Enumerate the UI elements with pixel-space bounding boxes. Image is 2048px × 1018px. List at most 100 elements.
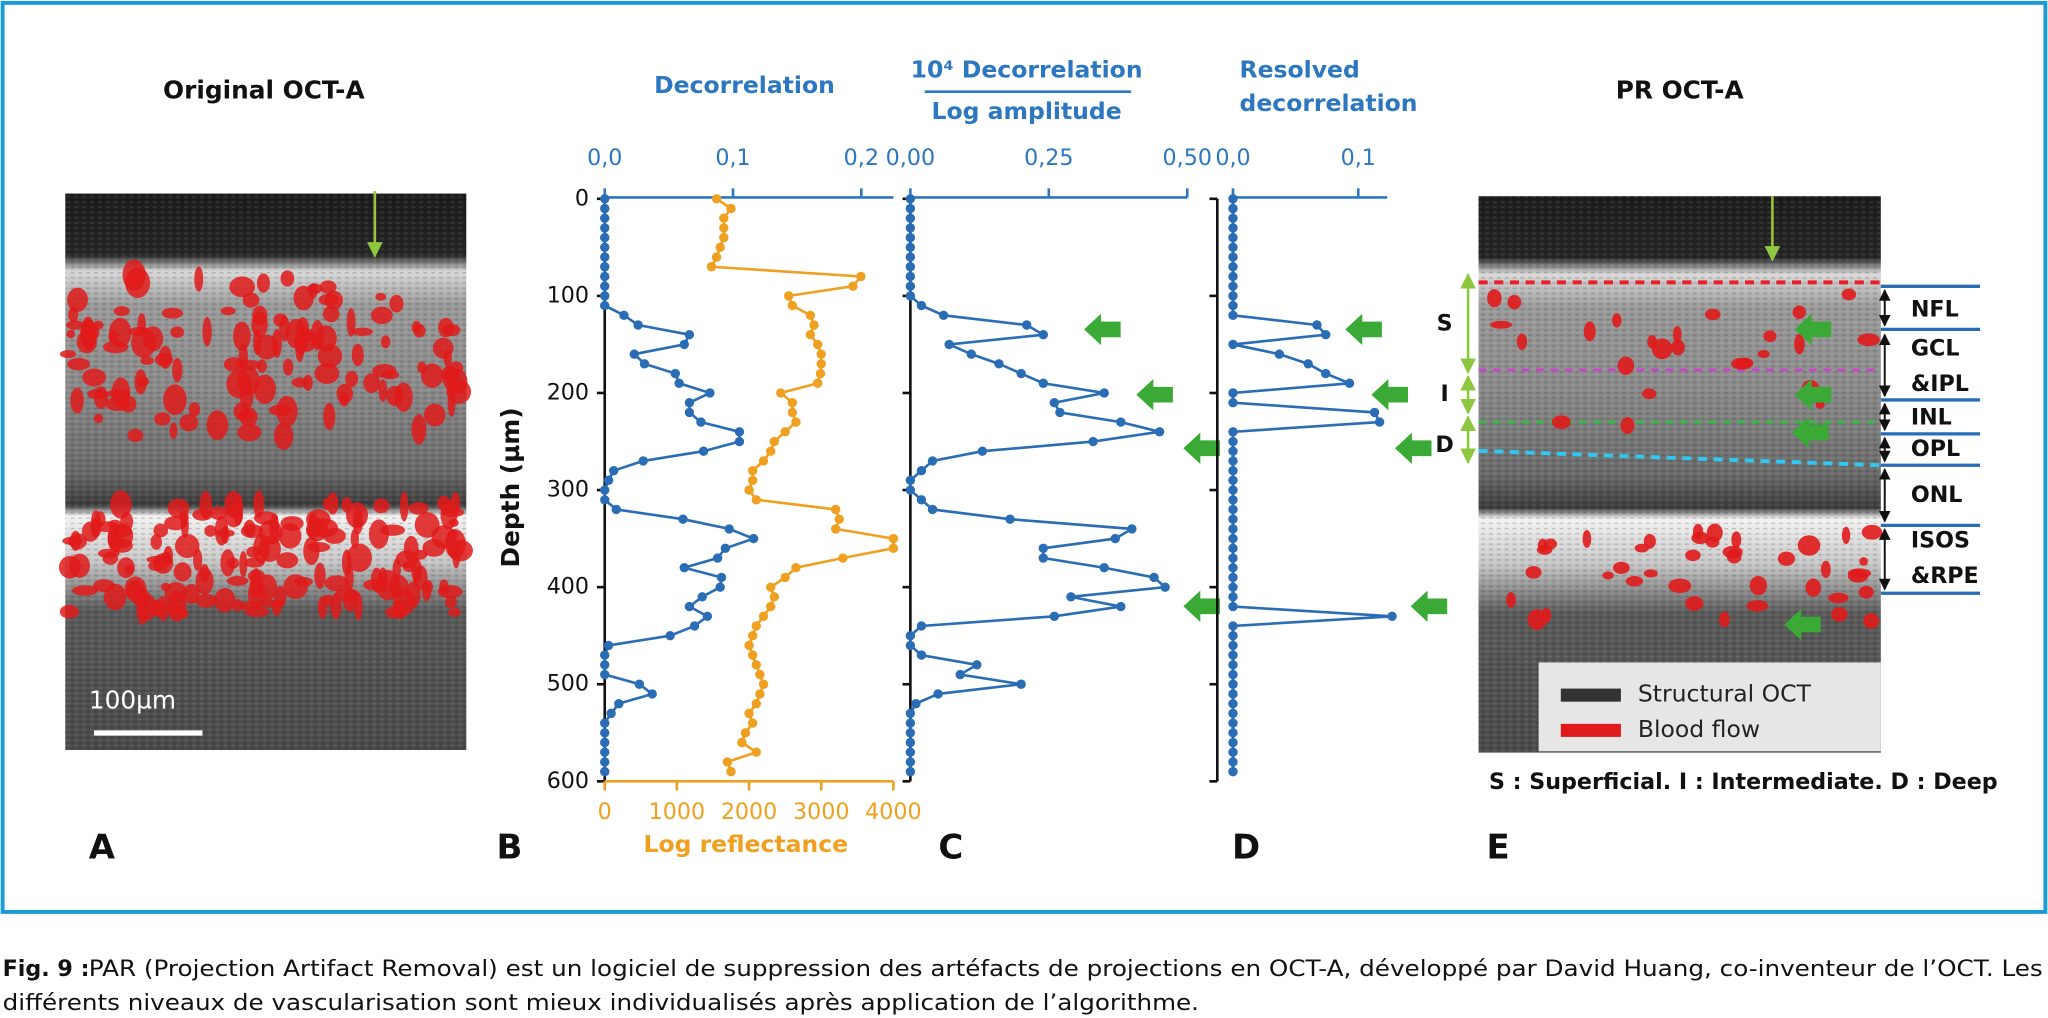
data-point	[911, 698, 921, 709]
series-line	[909, 198, 1169, 772]
flow-blob	[256, 273, 270, 293]
flow-blob	[380, 335, 391, 349]
flow-blob	[1620, 416, 1635, 434]
data-point	[905, 718, 916, 728]
data-point	[1228, 708, 1238, 719]
data-point	[715, 242, 725, 253]
data-point	[905, 291, 916, 301]
x-tick-label: 0,1	[1341, 145, 1376, 171]
flow-blob	[92, 320, 104, 330]
flow-blob	[153, 523, 169, 538]
flow-blob	[67, 287, 88, 312]
data-point	[1228, 504, 1238, 515]
layer-label: ONL	[1911, 482, 1963, 508]
flow-blob	[447, 529, 458, 541]
data-point	[1228, 766, 1238, 777]
flow-blob	[393, 588, 416, 615]
flow-blob	[1642, 388, 1657, 400]
flow-blob	[90, 517, 102, 538]
data-point	[609, 465, 619, 476]
flow-blob	[1490, 320, 1513, 329]
layer-label: &RPE	[1911, 563, 1979, 589]
legend-label: Structural OCT	[1638, 680, 1812, 708]
flow-blob	[154, 412, 171, 426]
flow-blob	[169, 422, 178, 439]
data-point	[812, 378, 823, 388]
data-point	[905, 475, 916, 486]
flow-blob	[112, 526, 133, 538]
x2-tick-label: 3000	[793, 799, 849, 825]
data-point	[905, 203, 916, 214]
data-point	[712, 553, 723, 563]
data-point	[719, 223, 729, 233]
data-point	[600, 203, 610, 214]
flow-blob	[1611, 313, 1622, 328]
data-point	[1228, 553, 1238, 563]
flow-blob	[253, 490, 265, 518]
flow-blob	[1671, 339, 1685, 356]
flow-blob	[1777, 551, 1795, 566]
flow-blob	[1735, 357, 1754, 369]
flow-blob	[58, 555, 81, 579]
layer-label: GCL	[1911, 336, 1960, 362]
flow-blob	[1487, 289, 1502, 308]
flow-blob	[351, 343, 364, 367]
data-point	[751, 747, 761, 757]
data-point	[905, 213, 916, 223]
flow-blob	[108, 329, 119, 344]
data-point	[905, 766, 916, 777]
data-point	[1228, 436, 1238, 447]
data-point	[1127, 524, 1137, 534]
caption-label: Fig. 9 :	[3, 956, 90, 982]
flow-blob	[199, 491, 212, 520]
flow-blob	[1685, 596, 1704, 611]
flow-blob	[216, 529, 235, 538]
data-point	[977, 446, 988, 456]
data-point	[916, 465, 927, 476]
data-point	[719, 213, 729, 223]
data-point	[905, 708, 916, 719]
legend-swatch	[1560, 723, 1621, 737]
data-point	[600, 495, 610, 505]
flow-blob	[214, 587, 236, 613]
data-point	[1005, 514, 1015, 524]
data-point	[933, 689, 943, 699]
data-point	[600, 757, 610, 767]
data-point	[740, 728, 751, 738]
flow-blob	[93, 579, 115, 593]
data-point	[905, 630, 916, 641]
flow-blob	[1841, 288, 1857, 301]
data-point	[600, 281, 610, 291]
flow-blob	[1828, 592, 1849, 604]
axis-title: 10⁴ Decorrelation	[911, 55, 1143, 83]
flow-blob	[138, 594, 157, 621]
series-line	[709, 197, 895, 773]
flow-blob	[59, 350, 77, 359]
data-point	[1228, 514, 1238, 524]
data-point	[679, 563, 689, 573]
flow-blob	[173, 562, 192, 582]
data-point	[603, 475, 614, 486]
flow-blob	[432, 337, 454, 359]
axis-title: Resolved	[1240, 55, 1360, 83]
flow-blob	[257, 359, 267, 373]
oct-image-a	[58, 193, 473, 750]
data-point	[751, 698, 761, 709]
caption-text: PAR (Projection Artifact Removal) est un…	[89, 956, 2043, 982]
data-point	[698, 446, 709, 456]
data-point	[838, 553, 848, 563]
data-point	[1228, 213, 1238, 223]
caption-text: différents niveaux de vascularisation so…	[3, 990, 1199, 1016]
flow-blob	[1857, 333, 1880, 347]
flow-blob	[375, 570, 401, 601]
legend-swatch	[1560, 688, 1621, 702]
data-point	[705, 388, 715, 398]
pointer-arrow	[1084, 313, 1121, 346]
flow-blob	[1719, 611, 1730, 628]
flow-blob	[326, 492, 339, 515]
flow-blob	[314, 363, 340, 384]
flow-blob	[195, 567, 214, 595]
data-point	[927, 504, 938, 515]
data-point	[600, 291, 610, 301]
flow-blob	[412, 549, 428, 560]
